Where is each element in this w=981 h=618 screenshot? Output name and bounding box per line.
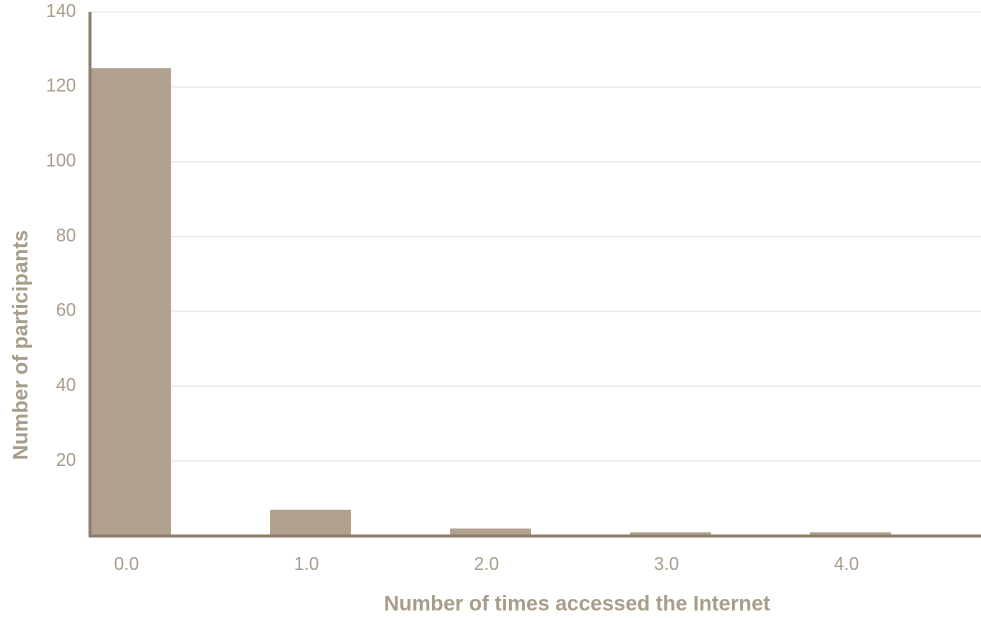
y-tick-label: 40 (56, 375, 76, 395)
y-tick-labels: 20 40 60 80 100 120 140 (46, 1, 76, 470)
y-tick-label: 140 (46, 1, 76, 21)
x-axis-title: Number of times accessed the Internet (384, 593, 770, 616)
bar-3.0 (630, 532, 711, 536)
y-axis-title: Number of participants (10, 230, 33, 460)
bar-1.0 (270, 509, 351, 536)
bar-4.0 (810, 532, 891, 536)
bar-2.0 (450, 528, 531, 536)
x-tick-label: 2.0 (474, 554, 499, 574)
x-tick-labels: 0.0 1.0 2.0 3.0 4.0 (114, 554, 859, 574)
x-tick-label: 4.0 (834, 554, 859, 574)
y-tick-label: 20 (56, 450, 76, 470)
x-tick-label: 1.0 (294, 554, 319, 574)
x-tick-label: 0.0 (114, 554, 139, 574)
bars (90, 68, 891, 537)
y-tick-label: 120 (46, 76, 76, 96)
bar-0.0 (90, 68, 171, 537)
x-tick-label: 3.0 (654, 554, 679, 574)
y-tick-label: 100 (46, 150, 76, 170)
gridlines (90, 11, 981, 462)
y-tick-label: 80 (56, 225, 76, 245)
y-tick-label: 60 (56, 300, 76, 320)
